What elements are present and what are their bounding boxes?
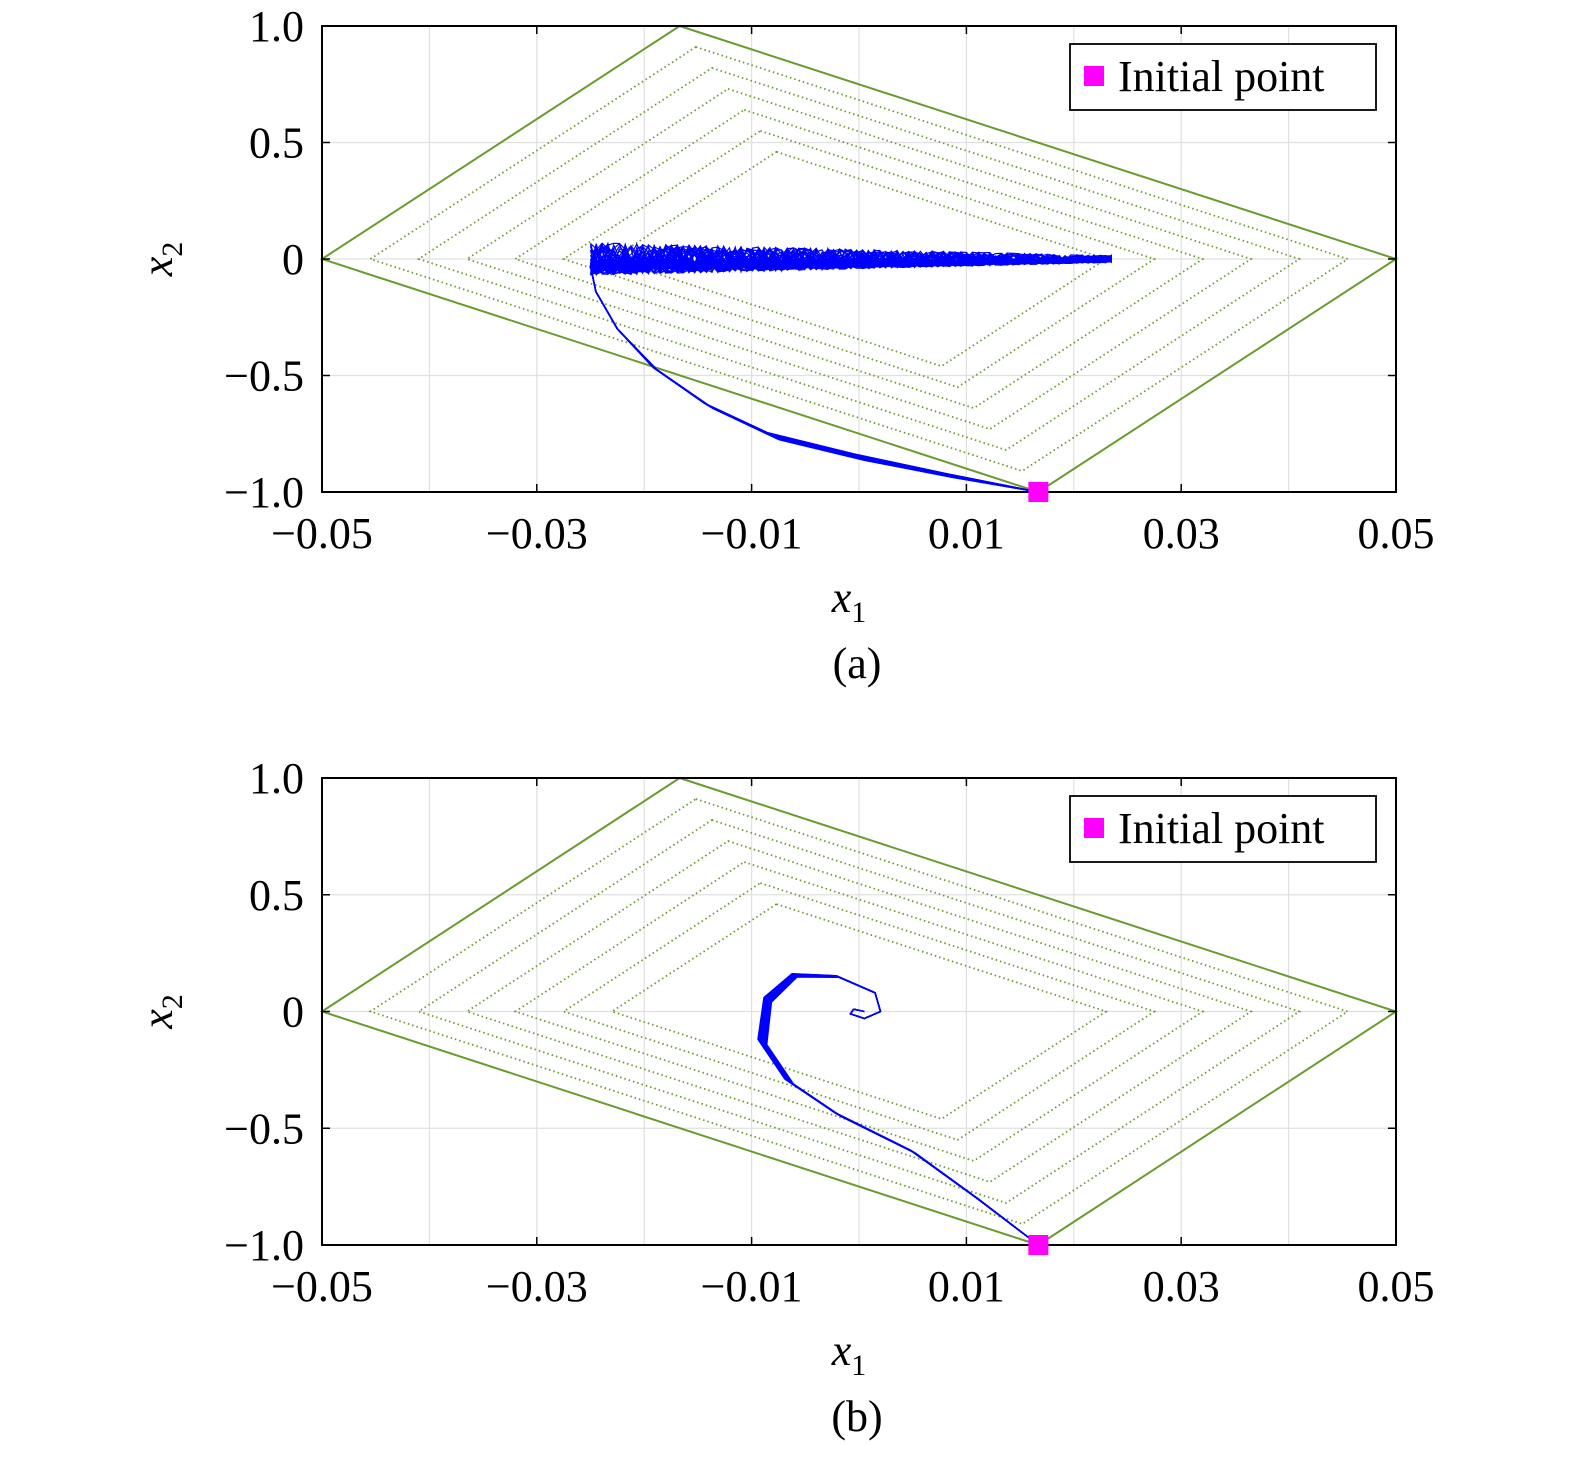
x-tick-label: 0.05 [1358,1262,1435,1311]
x-axis-label-sub: 1 [851,1349,866,1382]
x-tick-label: 0.03 [1143,1262,1220,1311]
x-axis-label: x1 [831,1326,867,1382]
oscillation-copy [590,242,1112,276]
x-tick-label: 0.01 [928,1262,1005,1311]
level-set-3 [513,108,1205,410]
oscillation-band [589,241,1112,277]
y-tick-label: −1.0 [224,468,304,517]
trajectory-copy [766,976,1039,1246]
y-axis-label-main: x [133,256,182,277]
trajectory-copy [764,975,1039,1246]
x-tick-label: −0.05 [271,509,373,558]
x-axis-label-main: x [831,1326,852,1375]
trajectory-copy [762,974,1039,1246]
trajectory-copy [757,973,1039,1246]
y-tick-label: 1.0 [249,2,304,51]
initial-point-marker [1028,482,1049,502]
y-tick-label: −0.5 [224,352,304,401]
legend-marker [1084,66,1104,86]
trajectory-copy [765,975,1039,1246]
panel-caption: (a) [833,639,882,688]
trajectory-copy [763,975,1039,1246]
x-axis-label-sub: 1 [851,596,866,629]
trajectory-copy [758,973,1039,1246]
trajectory-copy [759,973,1039,1246]
level-set-5 [609,903,1109,1120]
y-axis-label-main: x [133,1009,182,1030]
oscillation-copy [589,244,1112,276]
legend: Initial point [1069,795,1377,863]
y-tick-label: −0.5 [224,1104,304,1153]
x-tick-label: −0.01 [701,1262,803,1311]
y-axis-label-sub: 2 [156,242,189,257]
y-tick-label: 0.5 [249,119,304,168]
y-axis-label: x2 [133,242,189,278]
level-set-1 [416,819,1302,1204]
initial-point-marker [1028,1235,1049,1255]
legend-box [1069,43,1377,111]
y-tick-label: 0.5 [249,871,304,920]
x-tick-label: −0.01 [701,509,803,558]
y-axis-label: x2 [133,994,189,1030]
legend-label: Initial point [1118,804,1325,853]
trajectory-copy [765,976,1039,1246]
y-tick-label: −1.0 [224,1221,304,1270]
trajectory-copy [758,973,1039,1246]
y-tick-label: 1.0 [249,754,304,803]
x-tick-label: −0.05 [271,1262,373,1311]
panel-b: −0.05 −0.03 −0.01 0.01 0.03 0.05 1.0 0.5 0 −0.5 −1… [133,754,1435,1441]
x-axis-label: x1 [831,573,867,629]
trajectory-copy [761,974,1039,1246]
trajectory-copy [763,975,1039,1246]
x-axis-label-main: x [831,573,852,622]
panel-caption: (b) [831,1392,882,1441]
trajectory [757,973,1039,1246]
x-tick-label: 0.03 [1143,509,1220,558]
legend-box [1069,795,1377,863]
level-set-1 [416,66,1302,452]
level-set-4 [561,882,1157,1141]
trajectory-copy [761,974,1039,1246]
x-tick-label: 0.01 [928,509,1005,558]
trajectory-copy [759,973,1039,1246]
y-tick-label: 0 [282,235,304,284]
legend: Initial point [1069,43,1377,111]
trajectory-copy [761,974,1039,1246]
level-set-5 [609,150,1109,368]
legend-marker [1084,818,1104,838]
level-set-3 [513,861,1205,1162]
legend-label: Initial point [1118,52,1325,101]
trajectory-copy [589,258,1039,493]
y-tick-label: 0 [282,988,304,1037]
trajectory-copy [764,975,1039,1246]
x-tick-label: −0.03 [486,1262,588,1311]
trajectory-copy [762,974,1039,1246]
x-tick-label: −0.03 [486,509,588,558]
trajectory-copy [760,974,1039,1246]
x-tick-label: 0.05 [1358,509,1435,558]
panel-a: −0.05 −0.03 −0.01 0.01 0.03 0.05 1.0 0.5 0 −0.5 −1… [133,2,1435,688]
y-axis-label-sub: 2 [156,994,189,1009]
trajectory-copy [758,973,1039,1246]
trajectory [589,258,1039,493]
trajectory-copy [757,973,1039,1246]
trajectory-copy [760,974,1039,1246]
level-set-4 [561,129,1157,389]
trajectory-copy [763,975,1039,1246]
